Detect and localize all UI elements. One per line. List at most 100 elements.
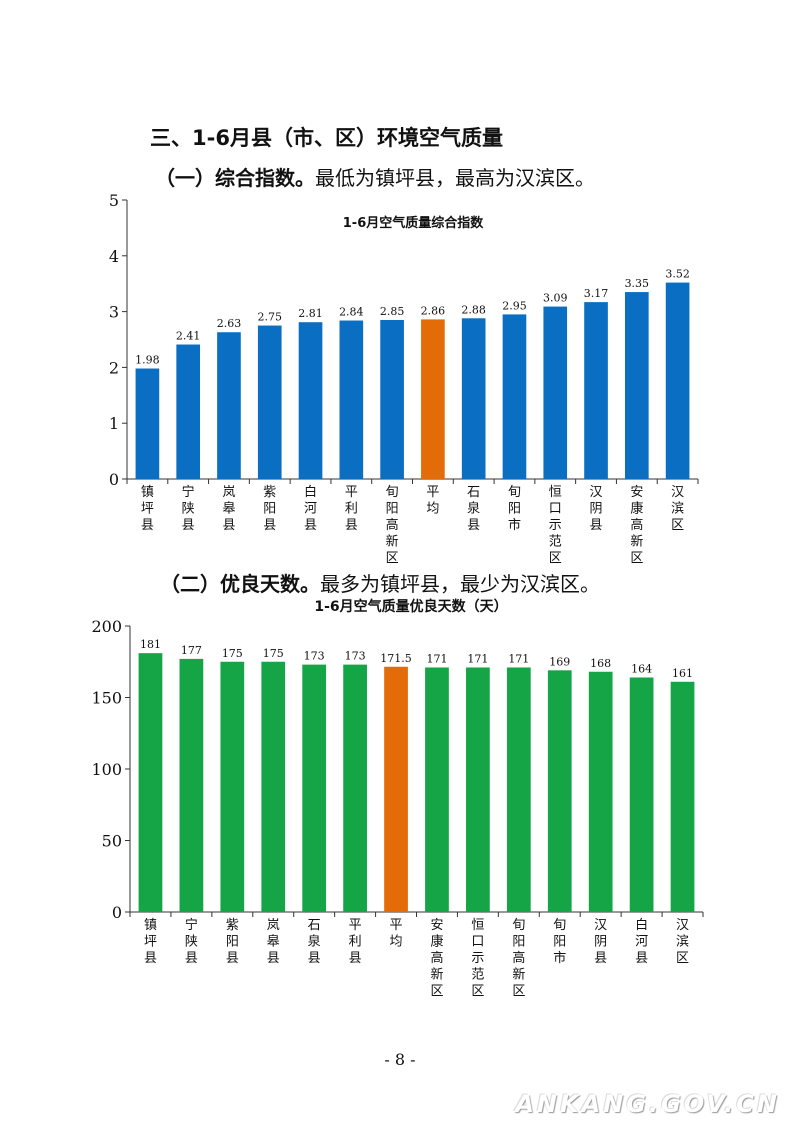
chart1-bar <box>502 314 527 479</box>
chart2-category-label: 紫阳县 <box>226 918 239 966</box>
chart2-bar <box>425 667 449 912</box>
chart1-value-label: 2.41 <box>176 330 201 343</box>
chart1-y-tick-label: 4 <box>109 247 119 266</box>
chart2-value-label: 181 <box>140 638 161 651</box>
chart2-value-label: 177 <box>181 644 202 657</box>
chart1-value-label: 2.75 <box>258 311 283 324</box>
chart1-category-label: 旬阳高新区 <box>386 485 399 566</box>
chart1-bar <box>298 322 323 479</box>
page-number: - 8 - <box>384 1050 416 1069</box>
chart2-value-label: 169 <box>549 655 570 668</box>
chart1-bar <box>421 319 445 479</box>
chart2-category-label: 旬阳高新区 <box>512 918 525 999</box>
chart2-y-tick-label: 150 <box>91 689 122 708</box>
chart2-value-label: 175 <box>263 647 284 660</box>
chart1-bar <box>217 332 241 479</box>
chart1-y-tick-label: 0 <box>109 470 119 489</box>
chart1-y-tick-label: 5 <box>109 191 119 210</box>
chart2-category-label: 恒口示范区 <box>471 918 484 999</box>
chart1-category-label: 紫阳县 <box>263 485 276 533</box>
chart1-value-label: 2.84 <box>339 306 364 319</box>
chart2-y-tick-label: 50 <box>102 832 122 851</box>
chart2-value-label: 175 <box>222 647 243 660</box>
chart2-category-label: 宁陕县 <box>185 917 198 966</box>
chart2-category-label: 平利县 <box>349 918 362 966</box>
chart1-value-label: 1.98 <box>135 354 160 367</box>
chart1-value-label: 3.35 <box>625 277 650 290</box>
chart1-category-label: 石泉县 <box>467 485 480 533</box>
chart2-bar <box>629 677 654 912</box>
chart1-category-label: 白河县 <box>304 484 317 533</box>
chart1-bar <box>257 325 282 479</box>
chart1-y-tick-label: 1 <box>109 414 119 433</box>
chart2-y-tick-label: 0 <box>112 903 122 922</box>
chart2-bar <box>179 658 204 912</box>
chart1-value-label: 2.81 <box>298 307 323 320</box>
chart2-category-label: 岚皋县 <box>267 918 280 966</box>
chart1-value-label: 3.09 <box>543 292 568 305</box>
chart2-category-label: 安康高新区 <box>430 918 443 999</box>
chart2-bar <box>343 664 367 912</box>
chart1-bar <box>584 302 608 479</box>
chart1-y-tick-label: 3 <box>109 303 119 322</box>
chart1-category-label: 镇坪县 <box>141 485 154 533</box>
chart1-bar <box>135 368 160 479</box>
chart2-category-label: 汉滨区 <box>676 918 689 966</box>
chart1-bar <box>624 292 649 479</box>
chart2-value-label: 173 <box>304 650 325 663</box>
chart2-value-label: 171 <box>467 652 488 665</box>
subsection-composite-index: （一）综合指数。最低为镇坪县，最高为汉滨区。 <box>155 162 595 191</box>
chart1-bar <box>380 319 404 479</box>
chart2-bar <box>302 664 327 912</box>
chart2-bar <box>384 666 408 912</box>
chart1-bar <box>665 282 690 479</box>
chart2-y-tick-label: 100 <box>91 760 122 779</box>
chart1-category-label: 旬阳市 <box>508 485 521 533</box>
chart1-category-label: 安康高新区 <box>630 485 643 566</box>
chart1-category-label: 平均 <box>426 485 439 517</box>
chart2-value-label: 164 <box>631 662 652 675</box>
chart2-value-label: 171.5 <box>380 652 412 665</box>
chart2-bar <box>138 653 163 912</box>
chart2-value-label: 171 <box>426 652 447 665</box>
chart2-category-label: 汉阴县 <box>594 918 607 966</box>
chart2-category-label: 镇坪县 <box>144 918 157 966</box>
section-heading: 三、1-6月县（市、区）环境空气质量 <box>150 126 503 150</box>
chart1-value-label: 2.88 <box>461 303 486 316</box>
subsection-composite-index-text: 最低为镇坪县，最高为汉滨区。 <box>315 166 595 190</box>
subsection-good-days: （二）优良天数。最多为镇坪县，最少为汉滨区。 <box>160 568 600 597</box>
chart2-y-tick-label: 200 <box>91 617 122 636</box>
chart2-bar <box>547 670 572 912</box>
chart1-value-label: 2.63 <box>217 317 242 330</box>
subsection-composite-index-lead: （一）综合指数。 <box>155 166 315 190</box>
chart2-value-label: 173 <box>345 650 366 663</box>
chart1-bar <box>543 306 568 479</box>
chart1-title: 1-6月空气质量综合指数 <box>343 215 484 231</box>
subsection-good-days-lead: （二）优良天数。 <box>160 572 320 596</box>
chart1-value-label: 2.85 <box>380 305 405 318</box>
chart1-bar <box>176 344 201 479</box>
chart2-bar <box>588 671 613 912</box>
chart2-bar <box>466 667 490 912</box>
chart1-category-label: 宁陕县 <box>182 484 195 533</box>
chart2-category-label: 平均 <box>390 918 403 950</box>
chart2-title: 1-6月空气质量优良天数（天） <box>314 598 507 615</box>
chart1-category-label: 平利县 <box>345 485 358 533</box>
site-watermark: ANKANG.GOV.CN <box>515 1090 780 1118</box>
chart2-category-label: 旬阳市 <box>553 918 566 966</box>
chart2-category-label: 白河县 <box>635 917 648 966</box>
chart1-category-label: 恒口示范区 <box>549 485 562 566</box>
chart1-y-tick-label: 2 <box>109 358 119 377</box>
chart2-value-label: 161 <box>672 667 693 680</box>
chart1-bar <box>339 320 364 479</box>
chart1-category-label: 汉滨区 <box>671 485 684 533</box>
chart2-category-label: 石泉县 <box>308 918 321 966</box>
chart2-bar <box>670 681 695 912</box>
chart1-value-label: 3.52 <box>665 268 690 281</box>
chart2-value-label: 168 <box>590 657 611 670</box>
subsection-good-days-text: 最多为镇坪县，最少为汉滨区。 <box>320 572 600 596</box>
chart1-value-label: 2.95 <box>502 299 527 312</box>
chart1-category-label: 汉阴县 <box>590 485 603 533</box>
chart2-bar <box>506 667 531 912</box>
